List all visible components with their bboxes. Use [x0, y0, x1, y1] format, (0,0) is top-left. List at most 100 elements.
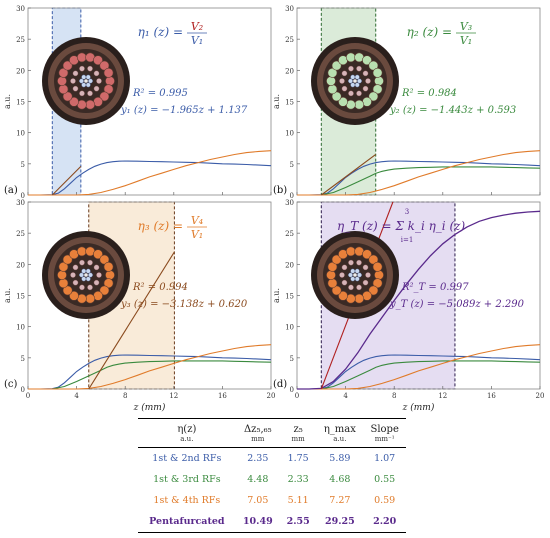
table-row: 1st & 4th RFs 7.05 5.11 7.27 0.59 [138, 490, 406, 511]
fiber-mid [72, 85, 79, 92]
fiber-core [79, 272, 84, 278]
fiber-core [350, 82, 356, 88]
cell-z5: 5.11 [287, 495, 309, 506]
y-tick-label: 20 [16, 261, 25, 269]
series-line-orange [297, 344, 541, 390]
fit-r2: R² = 0.995 [132, 88, 188, 99]
y-tick-label: 10 [16, 130, 25, 138]
fiber-mid [72, 279, 79, 286]
cell-dz: 10.49 [235, 511, 280, 533]
table-header-row: η(z) Δz₅,₆₅ z₅ η_max Slope [138, 418, 406, 435]
fiber-core [348, 272, 353, 278]
fiber-mid [365, 272, 371, 278]
equation-denominator: V₁ [460, 34, 472, 47]
cell-etamax: 4.68 [329, 474, 351, 485]
fit-equation: y₁ (z) = −1.965z + 1.137 [120, 105, 248, 116]
fit-r2: R² = 0.994 [132, 282, 188, 293]
series-line-orange [297, 150, 541, 196]
fiber-outer [103, 261, 114, 272]
equation-lhs: η₃ (z) = [138, 219, 183, 233]
fiber-outer [374, 270, 384, 280]
fiber-outer [327, 261, 338, 272]
fiber-mid [96, 272, 102, 278]
fiber-cable-cross-section [42, 231, 130, 319]
fit-r2: R² = 0.984 [401, 88, 457, 99]
fiber-outer [103, 84, 114, 95]
cell-z5: 2.33 [287, 474, 309, 485]
y-axis-label: a.u. [3, 94, 12, 109]
cell-dz: 2.35 [247, 453, 269, 464]
y-tick-label: 25 [285, 230, 294, 238]
fiber-core [354, 82, 360, 88]
fiber-mid [72, 264, 79, 271]
y-tick-label: 25 [285, 36, 294, 44]
fiber-core [88, 272, 93, 278]
unit-z5: mm [279, 435, 317, 448]
equation-lhs: η₁ (z) = [138, 25, 183, 39]
header-etamax: η_max [316, 418, 364, 435]
fit-line [320, 154, 377, 196]
fiber-mid [356, 284, 362, 291]
fiber-core [357, 272, 362, 278]
fiber-core [88, 78, 93, 84]
fit-r2: R²_T = 0.997 [401, 282, 469, 293]
fiber-mid [356, 90, 362, 97]
fiber-mid [362, 70, 369, 77]
fiber-outer [374, 76, 384, 86]
fiber-mid [339, 78, 345, 84]
x-tick-label: 20 [536, 392, 545, 400]
y-tick-label: 25 [16, 36, 25, 44]
fiber-mid [348, 259, 354, 266]
y-axis-label: a.u. [3, 288, 12, 303]
fiber-mid [362, 279, 369, 286]
fit-line [88, 251, 175, 390]
fiber-outer [58, 261, 69, 272]
equation-numerator: V₂ [191, 20, 203, 33]
fiber-outer [99, 254, 110, 265]
x-tick-label: 20 [267, 392, 276, 400]
fit-equation: y_T (z) = −5.089z + 2.290 [389, 299, 525, 310]
fiber-outer [69, 290, 79, 301]
row-label: 1st & 2nd RFs [152, 453, 222, 464]
fiber-core [81, 268, 87, 274]
fiber-mid [341, 264, 348, 271]
fiber-outer [345, 246, 356, 257]
fiber-outer [338, 290, 348, 301]
fiber-outer [85, 293, 96, 304]
y-tick-label: 30 [16, 5, 25, 13]
x-tick-label: 12 [438, 392, 447, 400]
cell-slope: 0.59 [374, 495, 396, 506]
y-tick-label: 10 [16, 324, 25, 332]
equation-numerator: V₃ [460, 20, 472, 33]
x-tick-label: 16 [218, 392, 227, 400]
fiber-mid [70, 78, 76, 84]
x-tick-label: 4 [74, 392, 79, 400]
fiber-outer [93, 55, 103, 66]
row-label: Pentafurcated [138, 511, 236, 533]
y-tick-label: 0 [290, 192, 294, 200]
fiber-outer [372, 67, 383, 78]
fiber-outer [368, 254, 379, 265]
fiber-outer [62, 91, 73, 102]
equation-numerator: V₄ [191, 214, 203, 227]
fiber-outer [93, 249, 103, 260]
y-tick-label: 20 [16, 67, 25, 75]
table-row: Pentafurcated 10.49 2.55 29.25 2.20 [138, 511, 406, 533]
fiber-core [348, 78, 353, 84]
fiber-core [79, 78, 84, 84]
fiber-core [85, 268, 91, 274]
fiber-outer [362, 55, 372, 66]
fiber-mid [87, 284, 93, 291]
table-row: 1st & 3rd RFs 4.48 2.33 4.68 0.55 [138, 469, 406, 490]
fiber-outer [57, 76, 67, 86]
fiber-core [85, 74, 91, 80]
x-tick-label: 4 [343, 392, 348, 400]
fiber-mid [341, 85, 348, 92]
cell-z5: 2.55 [279, 511, 317, 533]
panel-label: (b) [273, 185, 287, 196]
fiber-mid [348, 65, 354, 72]
fiber-core [85, 82, 91, 88]
fit-equation: y₂ (z) = −1.443z + 0.593 [389, 105, 516, 116]
y-tick-label: 0 [21, 386, 25, 394]
